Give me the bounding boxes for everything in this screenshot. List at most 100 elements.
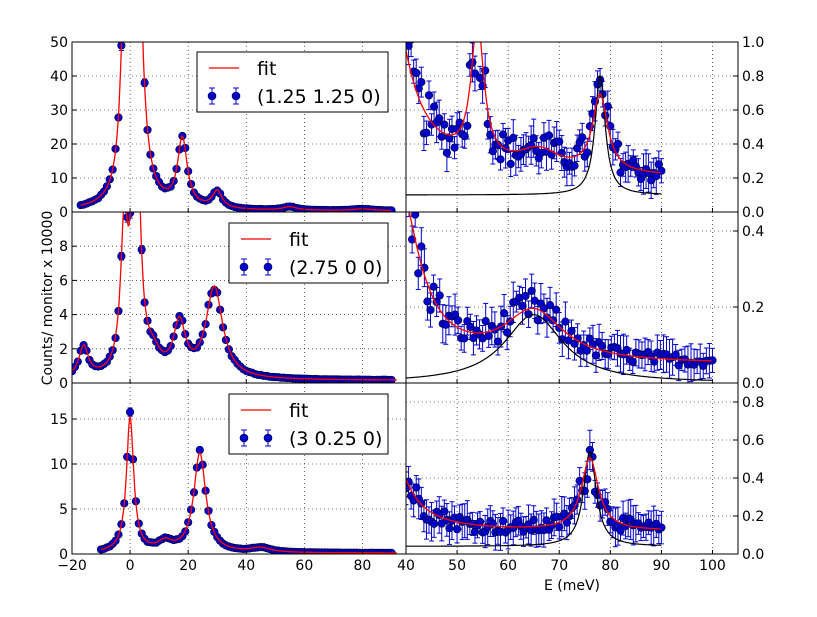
data-point — [498, 130, 508, 139]
data-point — [460, 132, 469, 141]
data-point — [445, 524, 454, 533]
panel-frame — [405, 382, 739, 555]
y-tick-label: 10 — [50, 457, 68, 473]
data-point — [424, 91, 434, 100]
legend-data-marker — [263, 433, 273, 443]
data-point — [426, 305, 435, 315]
legend-fit-label: fit — [289, 229, 308, 251]
legend-data-marker — [239, 433, 249, 443]
x-tick-label: 100 — [699, 558, 726, 574]
legend: fit (1.25 1.25 0) — [196, 51, 389, 113]
data-point — [429, 102, 439, 111]
data-point — [440, 120, 449, 129]
y-tick-label: 0.4 — [742, 224, 764, 240]
data-point — [616, 526, 625, 535]
data-point — [598, 341, 607, 351]
y-tick-label: 1.0 — [742, 35, 764, 51]
data-point — [591, 351, 601, 360]
data-point — [417, 78, 426, 87]
legend-fit-label: fit — [289, 400, 308, 422]
data-point — [435, 291, 444, 300]
fit-curve — [80, 42, 391, 212]
data-point — [408, 235, 417, 244]
data-point — [518, 301, 527, 311]
legend-box — [196, 51, 389, 113]
data-point — [583, 148, 592, 157]
data-point — [628, 357, 637, 366]
data-point — [442, 148, 451, 157]
data-point — [474, 0, 482, 7]
data-point — [555, 137, 564, 146]
data-point — [120, 196, 128, 204]
data-point — [402, 8, 410, 16]
data-point — [499, 309, 509, 318]
y-tick-label: 40 — [50, 69, 68, 85]
data-point — [125, 408, 135, 417]
data-point — [422, 128, 431, 137]
data-point — [429, 282, 438, 291]
x-tick-label: −20 — [57, 558, 87, 574]
data-point — [671, 350, 680, 359]
data-point — [463, 121, 472, 130]
y-tick-label: 20 — [50, 137, 68, 153]
y-tick-label: 30 — [50, 103, 68, 119]
y-tick-label: 0.2 — [742, 171, 764, 187]
x-tick-label: 40 — [237, 558, 255, 574]
data-point — [493, 337, 503, 346]
y-tick-label: 50 — [50, 35, 68, 51]
data-point — [565, 512, 574, 521]
data-point — [521, 291, 530, 301]
data-point — [545, 301, 555, 310]
y-tick-label: 4 — [59, 308, 68, 324]
x-tick-label: 50 — [448, 558, 466, 574]
data-point — [440, 507, 449, 516]
legend-data-marker — [207, 91, 217, 101]
data-point — [437, 132, 446, 141]
data-point — [613, 139, 623, 149]
plot-area — [406, 212, 738, 383]
data-point — [527, 286, 536, 296]
fit-curve — [100, 416, 397, 554]
y-tick-label: 0 — [59, 376, 68, 392]
x-tick-label: 0 — [126, 558, 135, 574]
data-point — [580, 486, 589, 496]
fit-curve — [406, 42, 661, 174]
y-tick-label: 0.0 — [742, 547, 764, 563]
data-point — [529, 134, 538, 143]
data-point — [561, 317, 570, 326]
x-tick-label: 40 — [397, 558, 415, 574]
data-point — [411, 212, 420, 219]
data-point — [481, 317, 490, 326]
data-point — [496, 155, 505, 164]
data-point — [529, 515, 538, 525]
data-point — [555, 522, 564, 532]
x-tick-label: 20 — [179, 558, 197, 574]
data-point — [567, 326, 576, 336]
y-tick-label: 0.0 — [742, 205, 764, 221]
y-tick-label: 0.4 — [742, 137, 764, 153]
data-point — [616, 168, 625, 177]
legend-data-label: (3 0.25 0) — [289, 428, 382, 450]
fit-curve — [72, 212, 397, 381]
data-point — [412, 483, 421, 492]
y-tick-label: 0 — [59, 205, 68, 221]
y-tick-label: 6 — [59, 273, 68, 289]
y-tick-label: 0.2 — [742, 300, 764, 316]
data-point — [509, 133, 518, 142]
data-point — [533, 316, 542, 325]
panel-right-bottom: 0.0 0.2 0.4 0.6 0.8 40 50 60 70 80 90 100 — [397, 382, 764, 574]
legend-box — [228, 393, 389, 455]
x-axis-title: E (meV) — [544, 578, 600, 594]
legend: fit (3 0.25 0) — [228, 393, 389, 455]
x-tick-label: 90 — [652, 558, 670, 574]
data-point — [506, 159, 515, 169]
legend-data-marker — [239, 262, 249, 272]
data-point — [484, 331, 493, 341]
y-tick-label: 0.2 — [742, 509, 764, 525]
y-tick-label: 8 — [59, 239, 68, 255]
x-tick-label: 80 — [354, 558, 372, 574]
data-point — [138, 0, 146, 6]
